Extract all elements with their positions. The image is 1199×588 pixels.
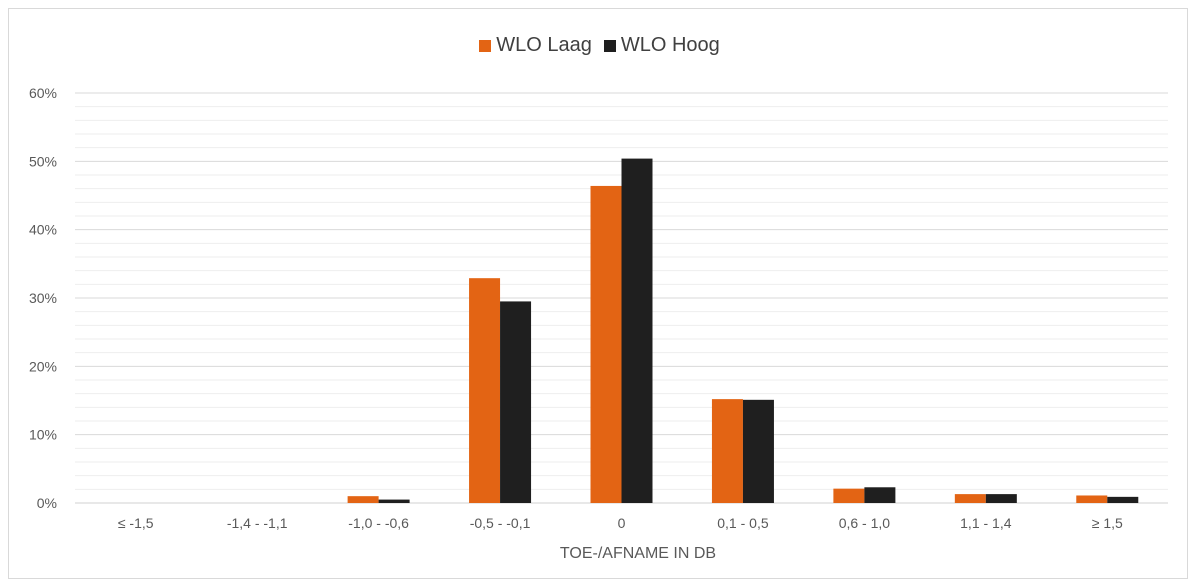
bar-wlo-hoog [500, 301, 532, 503]
legend-swatch-wlo-hoog [603, 39, 616, 52]
bar-wlo-laag [711, 399, 743, 503]
x-tick-label: 0,1 - 0,5 [717, 515, 769, 531]
bar-wlo-hoog [1107, 496, 1139, 503]
y-tick-label: 60% [29, 85, 57, 101]
y-axis-tick-labels: 0% 10% 20% 30% 40% 50% 60% [29, 85, 57, 511]
bar-wlo-laag [347, 496, 379, 503]
x-tick-label: -1,4 - -1,1 [227, 515, 288, 531]
bar-wlo-hoog [985, 494, 1017, 503]
bars [347, 158, 1139, 503]
x-tick-label: 0 [618, 515, 626, 531]
bar-wlo-hoog [742, 399, 774, 503]
legend-label-wlo-laag: WLO Laag [496, 34, 592, 56]
x-tick-label: -0,5 - -0,1 [470, 515, 531, 531]
y-tick-label: 20% [29, 358, 57, 374]
bar-wlo-laag [954, 494, 986, 503]
legend-label-wlo-hoog: WLO Hoog [620, 34, 720, 56]
bar-wlo-hoog [621, 158, 653, 503]
x-tick-label: ≤ -1,5 [118, 515, 154, 531]
bar-wlo-laag [469, 278, 501, 503]
bar-wlo-laag [833, 488, 865, 503]
x-tick-label: -1,0 - -0,6 [348, 515, 409, 531]
x-axis-tick-labels: ≤ -1,5 -1,4 - -1,1 -1,0 - -0,6 -0,5 - -0,1 0… [118, 515, 1123, 531]
x-tick-label: ≥ 1,5 [1092, 515, 1123, 531]
y-tick-label: 50% [29, 153, 57, 169]
y-tick-label: 40% [29, 222, 57, 238]
y-tick-label: 0% [37, 495, 57, 511]
x-tick-label: 1,1 - 1,4 [960, 515, 1012, 531]
y-tick-label: 30% [29, 290, 57, 306]
legend-swatch-wlo-laag [479, 39, 492, 52]
bar-wlo-laag [1076, 495, 1108, 503]
bar-wlo-hoog [378, 499, 410, 503]
bar-wlo-hoog [864, 487, 896, 503]
legend-item-wlo-laag: WLO Laag [479, 34, 592, 57]
x-tick-label: 0,6 - 1,0 [839, 515, 891, 531]
y-tick-label: 10% [29, 427, 57, 443]
legend-item-wlo-hoog: WLO Hoog [603, 34, 720, 57]
bar-wlo-laag [590, 185, 622, 503]
legend: WLO Laag WLO Hoog [0, 34, 1199, 57]
x-axis-title: TOE-/AFNAME IN DB [560, 545, 716, 562]
